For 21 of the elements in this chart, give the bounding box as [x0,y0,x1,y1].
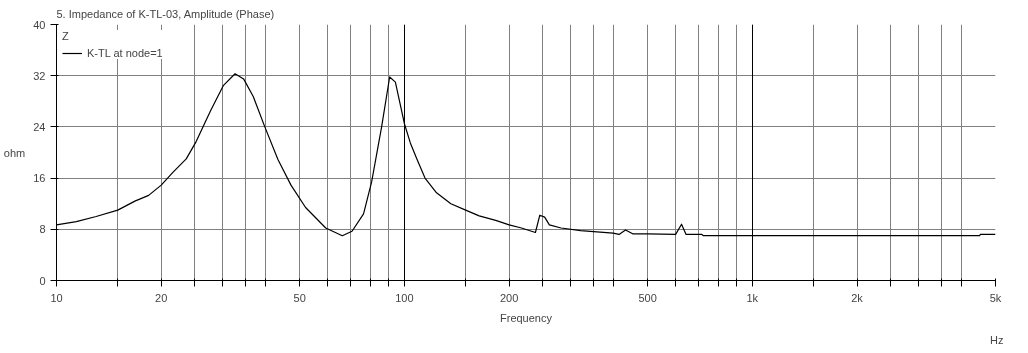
x-tick-label: 10 [50,291,63,304]
legend-title: Z [62,30,70,42]
y-tick-label: 16 [33,172,46,185]
x-tick-label: 2k [851,291,864,304]
y-tick-label: 0 [39,274,46,287]
y-axis-title: ohm [3,146,26,159]
y-tick-label: 40 [33,18,46,31]
y-tick-label: 8 [39,223,46,236]
x-tick-label: 500 [638,291,657,304]
x-tick-label: 5k [989,291,1002,304]
x-tick-label: 1k [746,291,759,304]
text: Hz [990,333,1004,346]
x-tick-label: 50 [293,291,306,304]
y-tick-label: 32 [33,69,46,82]
y-tick-label: 24 [33,120,46,133]
x-tick-label: 20 [155,291,168,304]
x-tick-label: 100 [395,291,414,304]
x-tick-label: 200 [499,291,519,304]
legend-label: K-TL at node=1 [87,47,163,59]
x-axis-title: Frequency [500,311,553,324]
chart-title: 5. Impedance of K-TL-03, Amplitude (Phase) [56,7,275,20]
